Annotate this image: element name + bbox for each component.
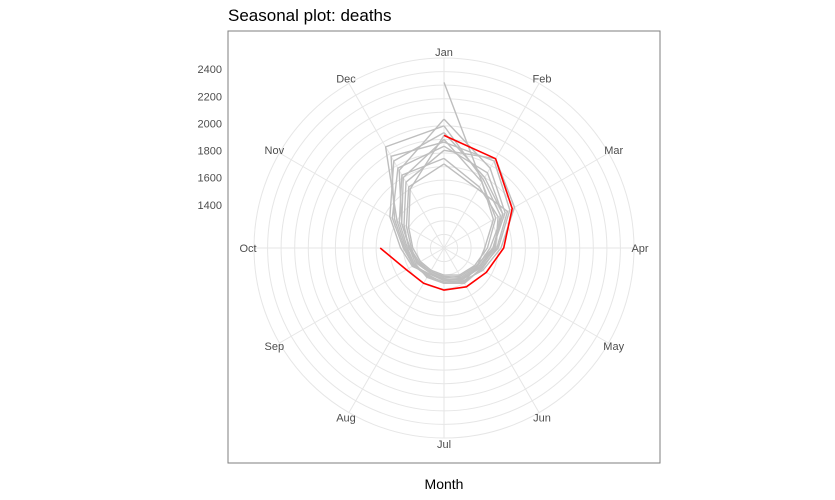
series-line-history	[405, 125, 502, 280]
series-line-current	[379, 134, 513, 291]
grid-layer	[253, 57, 635, 439]
x-axis-label: Month	[425, 476, 464, 492]
month-label-sep: Sep	[265, 341, 285, 353]
y-tick-label: 2000	[198, 118, 222, 130]
month-label-feb: Feb	[533, 73, 552, 85]
grid-spoke	[443, 152, 609, 249]
y-tick-label: 2200	[198, 91, 222, 103]
month-label-mar: Mar	[604, 145, 623, 157]
month-label-oct: Oct	[239, 243, 256, 255]
series-line-history	[408, 135, 497, 276]
month-label-dec: Dec	[336, 73, 356, 85]
series-layer	[379, 82, 516, 291]
month-label-nov: Nov	[265, 145, 285, 157]
month-label-apr: Apr	[631, 243, 648, 255]
series-line-history	[390, 118, 506, 282]
y-tick-label: 1400	[198, 200, 222, 212]
grid-spoke	[443, 247, 609, 344]
y-tick-label: 1600	[198, 173, 222, 185]
month-label-may: May	[603, 341, 624, 353]
label-layer: 1400 1600 1800 2000 2200 2400 Jan Feb Mar Apr May J…	[198, 47, 649, 451]
y-tick-label: 1800	[198, 146, 222, 158]
series-line-history	[401, 138, 504, 279]
series-line-history	[384, 125, 516, 283]
month-label-jul: Jul	[437, 439, 451, 451]
grid-spoke	[443, 83, 540, 249]
y-tick-label: 2400	[198, 64, 222, 76]
grid-spoke	[279, 152, 445, 249]
grid-spoke	[348, 83, 445, 249]
month-label-jan: Jan	[435, 47, 453, 59]
month-label-jun: Jun	[533, 413, 551, 425]
series-line-history	[391, 145, 509, 284]
month-label-aug: Aug	[336, 413, 356, 425]
chart-title: Seasonal plot: deaths	[228, 6, 392, 25]
